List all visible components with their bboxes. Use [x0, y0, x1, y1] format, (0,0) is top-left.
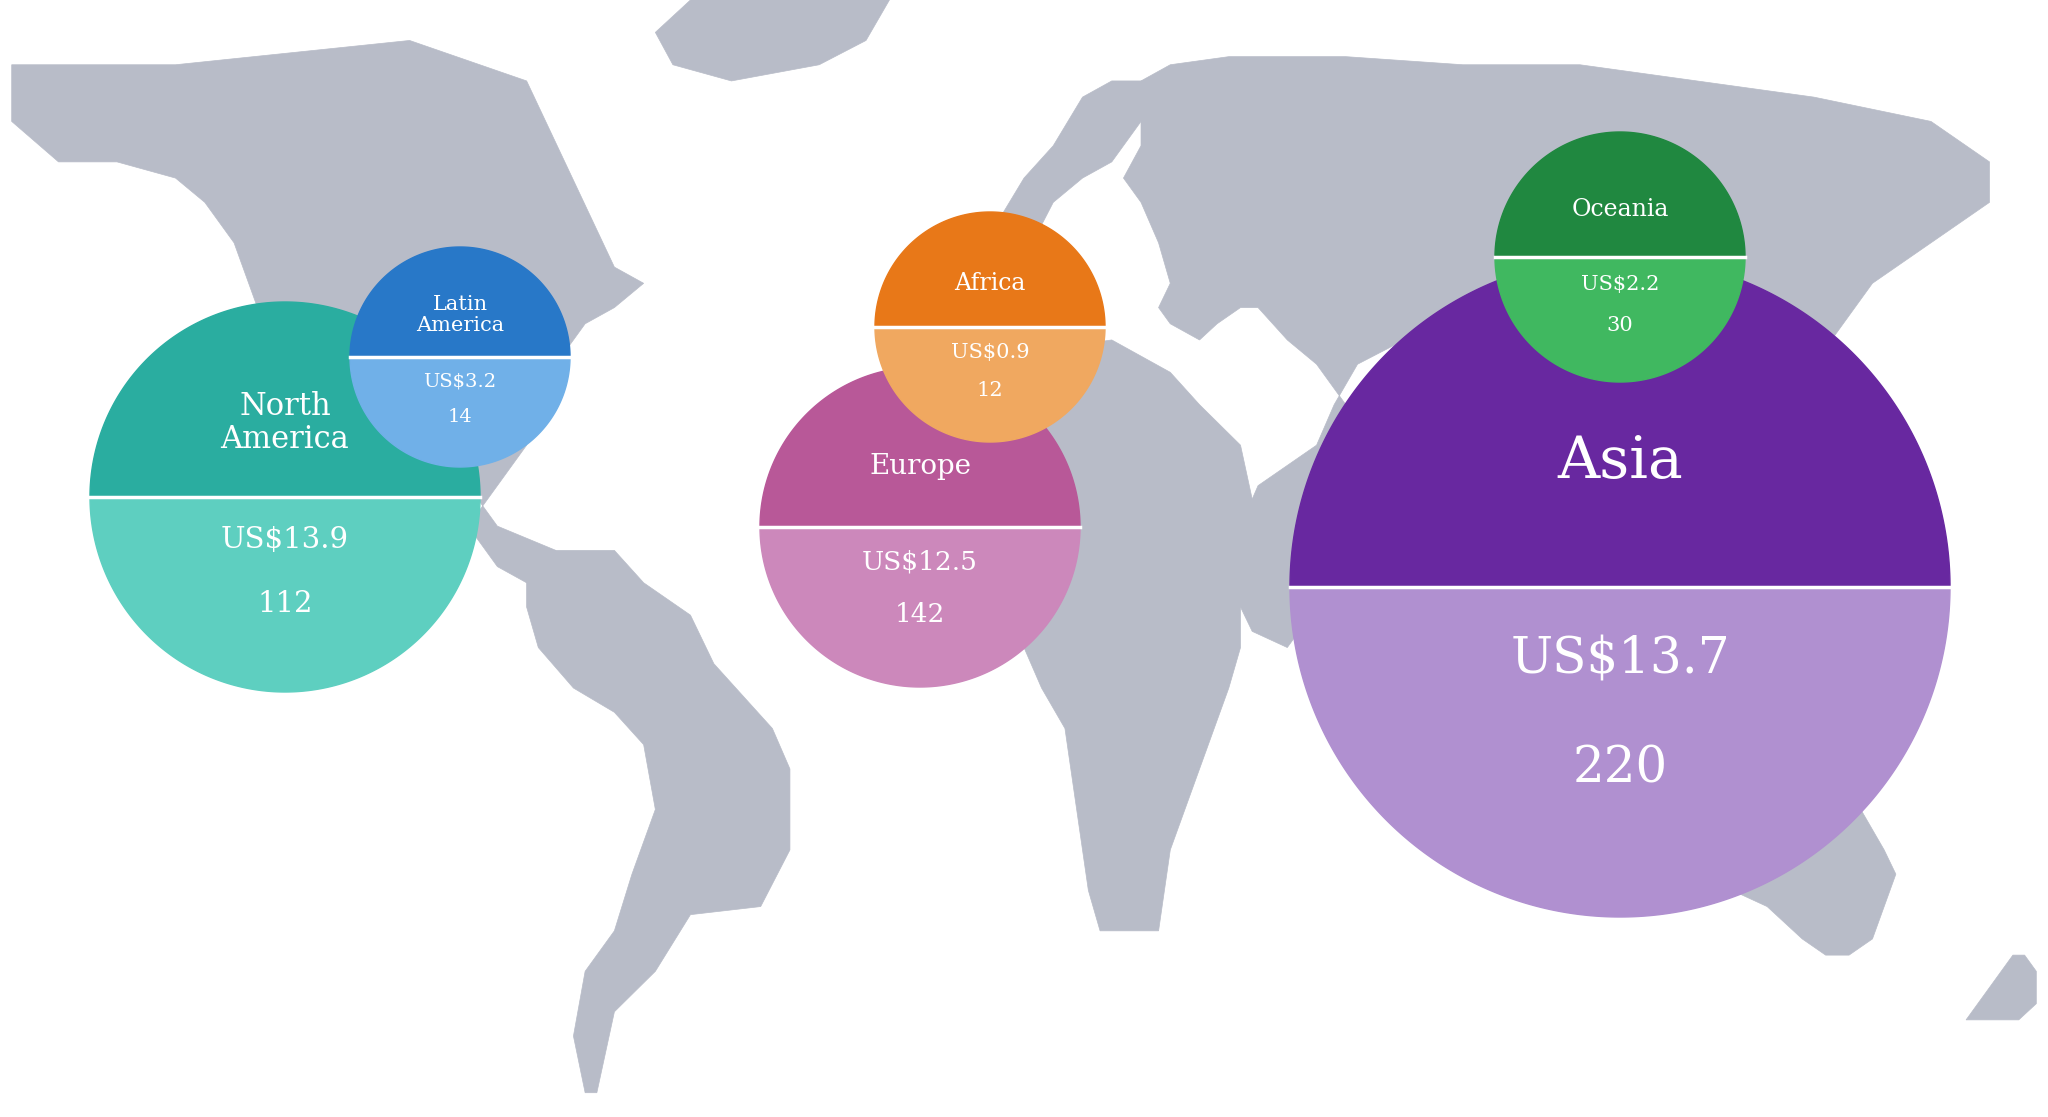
Polygon shape — [1290, 588, 1950, 917]
Text: 220: 220 — [1573, 744, 1667, 793]
Polygon shape — [760, 367, 1079, 527]
Polygon shape — [526, 551, 791, 1092]
Polygon shape — [1495, 257, 1745, 382]
Polygon shape — [350, 357, 569, 467]
Text: Latin
America: Latin America — [416, 296, 504, 335]
Text: Africa: Africa — [954, 271, 1026, 295]
Text: 30: 30 — [1606, 316, 1634, 335]
Text: US$0.9: US$0.9 — [950, 343, 1030, 362]
Text: 142: 142 — [895, 602, 946, 628]
Polygon shape — [90, 302, 479, 497]
Polygon shape — [655, 0, 889, 80]
Polygon shape — [90, 497, 479, 693]
Polygon shape — [1495, 132, 1745, 257]
Text: US$13.9: US$13.9 — [221, 526, 348, 554]
Polygon shape — [1124, 57, 1989, 713]
Text: Europe: Europe — [868, 452, 971, 479]
Text: 14: 14 — [449, 409, 473, 427]
Polygon shape — [350, 247, 569, 357]
Text: US$3.2: US$3.2 — [424, 372, 496, 390]
Polygon shape — [1661, 745, 1896, 955]
Polygon shape — [874, 327, 1106, 442]
Text: 112: 112 — [258, 590, 313, 618]
Polygon shape — [936, 80, 1169, 356]
Text: US$13.7: US$13.7 — [1509, 634, 1731, 685]
Text: North
America: North America — [221, 391, 350, 455]
Polygon shape — [874, 212, 1106, 327]
Polygon shape — [1966, 955, 2036, 1020]
Polygon shape — [1290, 257, 1950, 588]
Polygon shape — [760, 527, 1079, 687]
Text: US$2.2: US$2.2 — [1581, 275, 1659, 294]
Polygon shape — [12, 40, 643, 583]
Polygon shape — [889, 340, 1257, 930]
Text: Asia: Asia — [1556, 433, 1683, 489]
Text: Oceania: Oceania — [1571, 198, 1669, 221]
Text: US$12.5: US$12.5 — [862, 550, 979, 575]
Text: 12: 12 — [977, 381, 1004, 400]
